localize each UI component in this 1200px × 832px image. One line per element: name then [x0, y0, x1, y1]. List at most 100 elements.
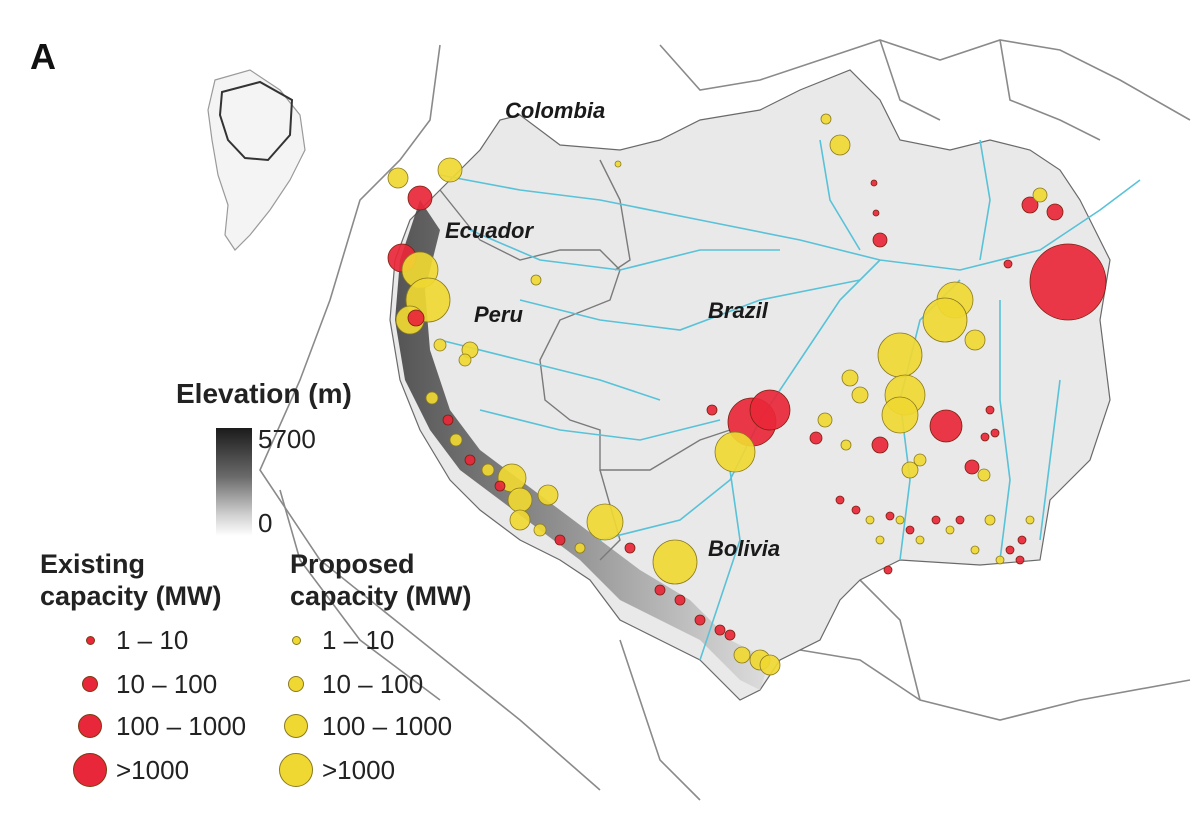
existing-dam-marker	[1046, 203, 1064, 221]
proposed-dam-marker	[877, 332, 923, 378]
existing-marker-size-1	[85, 635, 95, 645]
proposed-dam-marker	[537, 484, 559, 506]
proposed-dam-marker	[458, 353, 472, 367]
existing-dam-marker	[494, 480, 506, 492]
proposed-dam-marker	[995, 555, 1005, 565]
existing-dam-marker	[624, 542, 636, 554]
proposed-dam-marker	[945, 525, 955, 535]
proposed-dam-marker	[895, 515, 905, 525]
existing-dam-marker	[809, 431, 823, 445]
existing-dam-marker	[885, 511, 895, 521]
existing-dam-marker	[1029, 243, 1107, 321]
existing-dam-marker	[985, 405, 995, 415]
elevation-colorbar	[216, 428, 252, 536]
proposed-dam-marker	[1025, 515, 1035, 525]
proposed-legend-label: >1000	[322, 754, 396, 785]
existing-dam-marker	[1017, 535, 1027, 545]
dam-markers	[387, 113, 1107, 676]
andes-relief	[395, 200, 770, 690]
existing-dam-marker	[706, 404, 718, 416]
existing-dam-marker	[872, 209, 880, 217]
proposed-dam-marker	[759, 654, 781, 676]
existing-dam-marker	[870, 179, 878, 187]
proposed-dam-marker	[507, 487, 533, 513]
proposed-dam-marker	[984, 514, 996, 526]
country-label-bolivia: Bolivia	[708, 536, 780, 561]
proposed-dam-marker	[865, 515, 875, 525]
elevation-min-label: 0	[258, 508, 273, 538]
proposed-dam-marker	[881, 396, 919, 434]
proposed-dam-marker	[574, 542, 586, 554]
existing-legend-label: 1 – 10	[116, 624, 189, 655]
existing-dam-marker	[964, 459, 980, 475]
proposed-dam-marker	[970, 545, 980, 555]
existing-dam-marker	[724, 629, 736, 641]
existing-dam-marker	[464, 454, 476, 466]
proposed-dam-marker	[841, 369, 859, 387]
proposed-dam-marker	[425, 391, 439, 405]
existing-dam-marker	[1021, 196, 1039, 214]
existing-dam-marker	[1003, 259, 1013, 269]
proposed-legend-title: Proposed capacity (MW)	[290, 548, 472, 612]
country-borders	[259, 39, 1191, 801]
internal-borders	[439, 159, 731, 561]
country-label-colombia: Colombia	[505, 98, 605, 123]
proposed-dam-marker	[915, 535, 925, 545]
existing-dam-marker	[1015, 555, 1025, 565]
existing-dam-marker	[929, 409, 963, 443]
proposed-dam-marker	[1032, 187, 1048, 203]
proposed-dam-marker	[901, 461, 919, 479]
proposed-legend-title-line1: Proposed	[290, 549, 415, 579]
proposed-marker-size-1	[291, 635, 301, 645]
proposed-dam-marker	[652, 539, 698, 585]
proposed-dam-marker	[433, 338, 447, 352]
proposed-dam-marker	[913, 453, 927, 467]
country-labels: Colombia Ecuador Peru Brazil Bolivia	[445, 98, 780, 561]
existing-dam-marker	[851, 505, 861, 515]
proposed-legend-label: 1 – 10	[322, 624, 395, 655]
existing-marker-size-3	[78, 714, 102, 738]
south-america-inset	[207, 69, 306, 251]
proposed-marker-size-3	[284, 714, 308, 738]
existing-dam-marker	[872, 232, 888, 248]
proposed-dam-marker	[733, 646, 751, 664]
existing-legend-label: 10 – 100	[116, 668, 218, 699]
proposed-dam-marker	[530, 274, 542, 286]
existing-dam-marker	[694, 614, 706, 626]
proposed-dam-marker	[533, 523, 547, 537]
elevation-legend-title: Elevation (m)	[176, 378, 352, 409]
proposed-dam-marker	[977, 468, 991, 482]
existing-dam-marker	[407, 309, 425, 327]
existing-dam-marker	[1005, 545, 1015, 555]
existing-dam-marker	[554, 534, 566, 546]
existing-dam-marker	[905, 525, 915, 535]
proposed-dam-marker	[449, 433, 463, 447]
proposed-dam-marker	[964, 329, 986, 351]
existing-dam-marker	[714, 624, 726, 636]
existing-legend-item: 10 – 100	[70, 666, 217, 702]
proposed-dam-marker	[509, 509, 531, 531]
proposed-dam-marker	[851, 386, 869, 404]
amazon-basin	[389, 69, 1111, 701]
proposed-dam-marker	[614, 160, 622, 168]
existing-legend-item: >1000	[70, 752, 189, 788]
existing-legend-title-line1: Existing	[40, 549, 146, 579]
proposed-legend-item: 100 – 1000	[276, 708, 452, 744]
country-label-ecuador: Ecuador	[445, 218, 534, 243]
existing-dam-marker	[442, 414, 454, 426]
existing-dam-marker	[835, 495, 845, 505]
proposed-dam-marker	[875, 535, 885, 545]
proposed-legend-title-line2: capacity (MW)	[290, 581, 472, 611]
existing-marker-size-2	[82, 676, 98, 692]
proposed-dam-marker	[387, 167, 409, 189]
existing-dam-marker	[980, 432, 990, 442]
proposed-dam-marker	[481, 463, 495, 477]
existing-dam-marker	[955, 515, 965, 525]
existing-legend-label: >1000	[116, 754, 190, 785]
proposed-dam-marker	[437, 157, 463, 183]
proposed-marker-size-4	[279, 753, 313, 787]
existing-legend-item: 1 – 10	[70, 622, 188, 658]
country-label-brazil: Brazil	[708, 298, 769, 323]
proposed-marker-size-2	[288, 676, 304, 692]
